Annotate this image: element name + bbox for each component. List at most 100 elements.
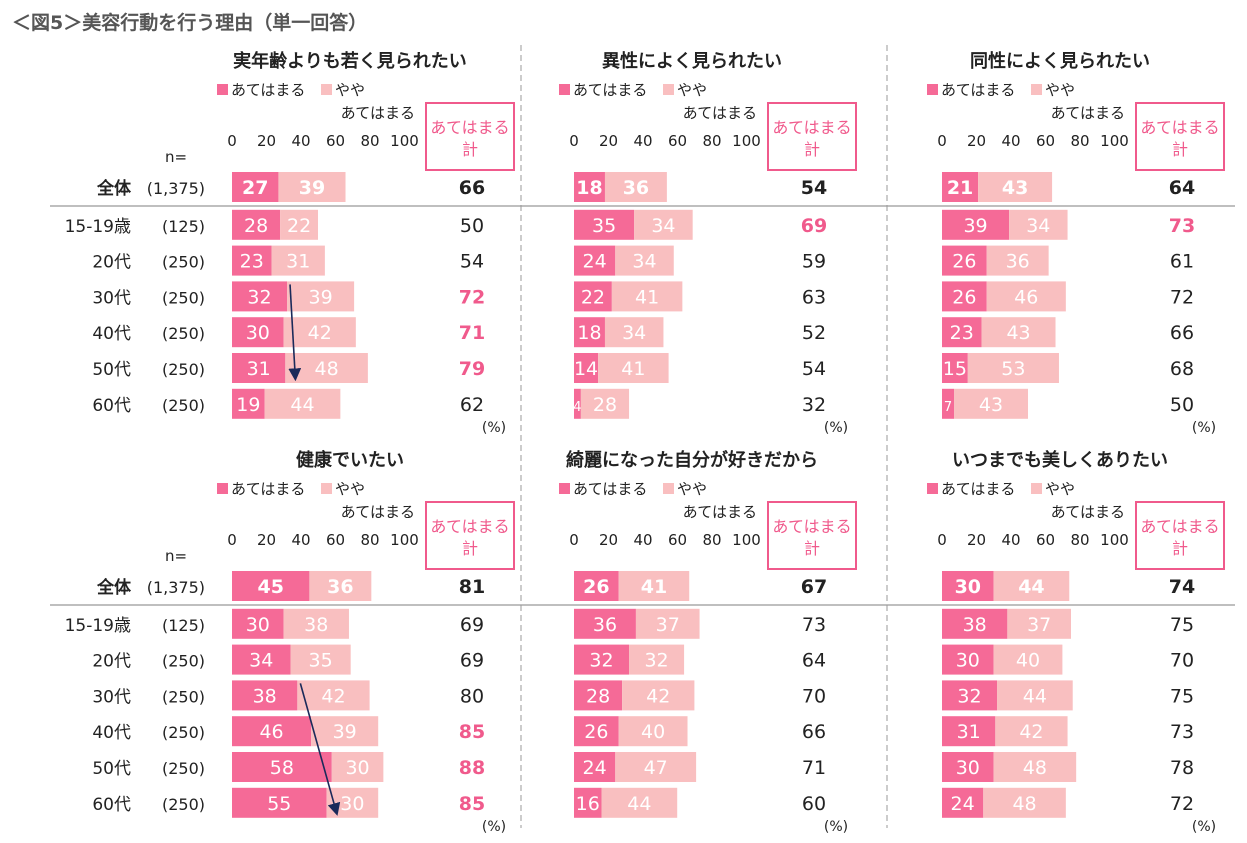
bar-label-weak: 41 (621, 358, 645, 380)
bar-label-weak: 41 (641, 576, 667, 598)
row-n: (250) (162, 723, 205, 742)
bar-label-weak: 28 (593, 394, 617, 416)
bar-weak (618, 716, 688, 747)
row-n: (250) (162, 652, 205, 671)
row-label: 40代 (92, 324, 131, 344)
bar-label-strong: 28 (586, 685, 610, 707)
bar-label-weak: 40 (1016, 650, 1040, 672)
total-value: 73 (1170, 721, 1194, 743)
row-n: (250) (162, 360, 205, 379)
total-value: 73 (1169, 215, 1195, 237)
bar-label-weak: 36 (327, 576, 353, 598)
total-value: 54 (460, 251, 484, 273)
bar-weak (981, 317, 1056, 348)
bar-label-strong: 21 (947, 177, 973, 199)
percent-unit-label: (%) (824, 819, 848, 835)
total-value: 63 (802, 286, 826, 308)
total-value: 69 (460, 650, 484, 672)
bar-strong (574, 571, 619, 601)
bar-label-strong: 24 (583, 757, 607, 779)
bar-label-strong: 14 (574, 358, 598, 380)
bar-label-strong: 26 (583, 576, 609, 598)
panel-title: いつまでも美しくありたい (952, 449, 1168, 471)
total-value: 85 (459, 721, 485, 743)
bar-label-strong: 31 (247, 358, 271, 380)
total-value: 85 (459, 793, 485, 815)
bar-label-weak: 32 (644, 650, 668, 672)
total-value: 64 (802, 650, 826, 672)
axis-tick-label: 0 (569, 531, 579, 549)
n-label: n= (165, 547, 187, 565)
bar-label-strong: 4 (573, 400, 581, 415)
bar-label-weak: 42 (321, 685, 345, 707)
bar-weak (615, 245, 674, 276)
bar-strong (232, 388, 265, 419)
axis-tick-label: 0 (227, 132, 237, 150)
bar-label-weak: 47 (644, 757, 668, 779)
row-label: 30代 (92, 687, 131, 707)
legend-label-weak: やや (677, 81, 707, 99)
axis-tick-label: 80 (360, 531, 379, 549)
bar-label-weak: 34 (632, 251, 656, 273)
bar-label-weak: 42 (1019, 721, 1043, 743)
bar-strong (574, 245, 616, 276)
axis-tick-label: 0 (569, 132, 579, 150)
total-box-label-line2: 計 (1172, 539, 1188, 558)
axis-tick-label: 60 (668, 132, 687, 150)
bar-strong (574, 317, 605, 348)
bar-strong (574, 644, 630, 675)
row-n: (125) (162, 217, 205, 236)
bar-label-weak: 36 (623, 177, 649, 199)
legend-swatch-strong (217, 483, 228, 494)
bar-weak (283, 317, 356, 348)
panel-title: 綺麗になった自分が好きだから (566, 449, 818, 471)
total-box-label-line2: 計 (462, 140, 478, 159)
legend-label-strong: あてはまる (231, 480, 305, 498)
axis-tick-label: 40 (291, 132, 310, 150)
bar-weak (997, 680, 1073, 711)
row-label: 15-19歳 (65, 616, 131, 636)
bar-label-strong: 39 (963, 215, 987, 237)
legend-label-strong: あてはまる (941, 480, 1015, 498)
total-value: 66 (459, 177, 485, 199)
bar-label-weak: 37 (1027, 614, 1051, 636)
total-value: 66 (1170, 322, 1194, 344)
bar-strong (574, 680, 623, 711)
bar-label-weak: 44 (290, 394, 314, 416)
total-value: 52 (802, 322, 826, 344)
bar-weak (1009, 209, 1068, 240)
bar-label-strong: 32 (589, 650, 613, 672)
bar-strong (942, 787, 984, 818)
axis-tick-label: 0 (937, 132, 947, 150)
legend-swatch-weak (663, 84, 674, 95)
total-box (767, 102, 857, 171)
total-box (1135, 102, 1225, 171)
bar-label-strong: 28 (244, 215, 268, 237)
bar-weak (993, 644, 1063, 675)
bar-strong (232, 644, 291, 675)
total-value: 81 (459, 576, 485, 598)
bar-weak (598, 353, 669, 383)
total-box-label-line2: 計 (804, 539, 820, 558)
axis-tick-label: 40 (291, 531, 310, 549)
bar-strong (942, 644, 994, 675)
row-label: 60代 (92, 795, 131, 815)
total-box-label-line1: あてはまる (1140, 118, 1219, 137)
total-box-label-line1: あてはまる (1140, 517, 1219, 536)
legend-swatch-strong (217, 84, 228, 95)
bar-weak (280, 209, 318, 240)
bar-weak (601, 787, 678, 818)
axis-tick-label: 60 (668, 531, 687, 549)
bar-label-weak: 42 (646, 685, 670, 707)
total-value: 59 (802, 251, 826, 273)
bar-label-weak: 43 (1002, 177, 1028, 199)
axis-tick-label: 40 (1001, 132, 1020, 150)
axis-tick-label: 20 (967, 132, 986, 150)
axis-tick-label: 100 (732, 531, 761, 549)
bar-weak (622, 680, 695, 711)
bar-label-strong: 19 (236, 394, 260, 416)
total-value: 74 (1169, 576, 1195, 598)
row-label: 全体 (96, 577, 132, 598)
axis-tick-label: 100 (390, 531, 419, 549)
bar-weak (967, 353, 1059, 383)
